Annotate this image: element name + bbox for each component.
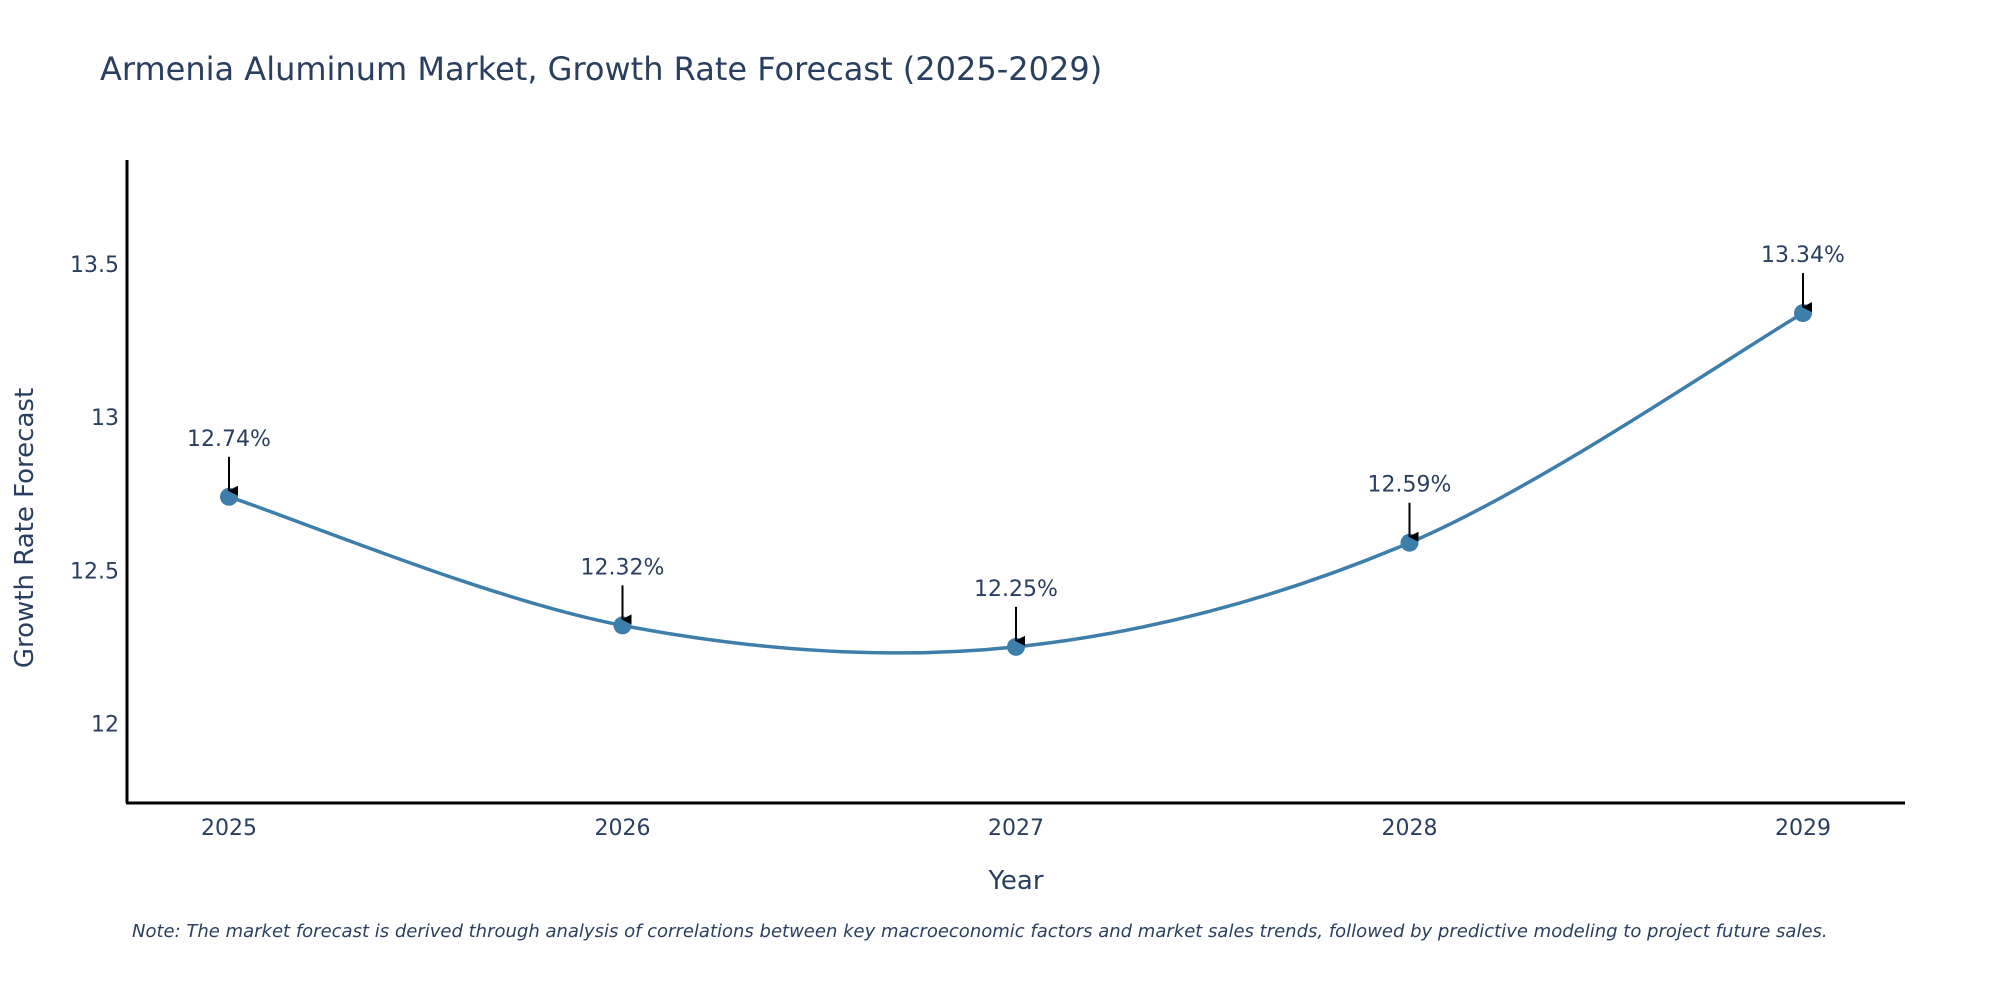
data-label: 12.25% [974, 577, 1058, 602]
x-tick-label: 2027 [988, 816, 1044, 841]
y-tick-label: 12.5 [70, 559, 119, 584]
x-tick-label: 2026 [595, 816, 651, 841]
x-axis-title: Year [987, 866, 1043, 896]
x-tick-label: 2025 [201, 816, 257, 841]
data-label: 12.74% [187, 427, 271, 452]
x-tick-label: 2029 [1775, 816, 1831, 841]
y-tick-label: 13 [91, 406, 119, 431]
footnote: Note: The market forecast is derived thr… [132, 921, 1828, 942]
x-tick-label: 2028 [1382, 816, 1438, 841]
y-axis-title: Growth Rate Forecast [10, 388, 40, 668]
data-label: 13.34% [1761, 243, 1845, 268]
data-annotations: 12.74% 12.32% 12.25% 12.59% 13.34% [187, 243, 1845, 646]
chart-title: Armenia Aluminum Market, Growth Rate For… [100, 50, 1102, 88]
y-tick-label: 12 [91, 712, 119, 737]
series-growth-rate [220, 304, 1812, 656]
series-line [228, 311, 1804, 655]
y-tick-labels: 12 12.5 13 13.5 [70, 253, 119, 737]
y-tick-label: 13.5 [70, 253, 119, 278]
data-label: 12.32% [581, 555, 665, 580]
x-tick-labels: 2025 2026 2027 2028 2029 [201, 816, 1831, 841]
data-label: 12.59% [1368, 473, 1452, 498]
